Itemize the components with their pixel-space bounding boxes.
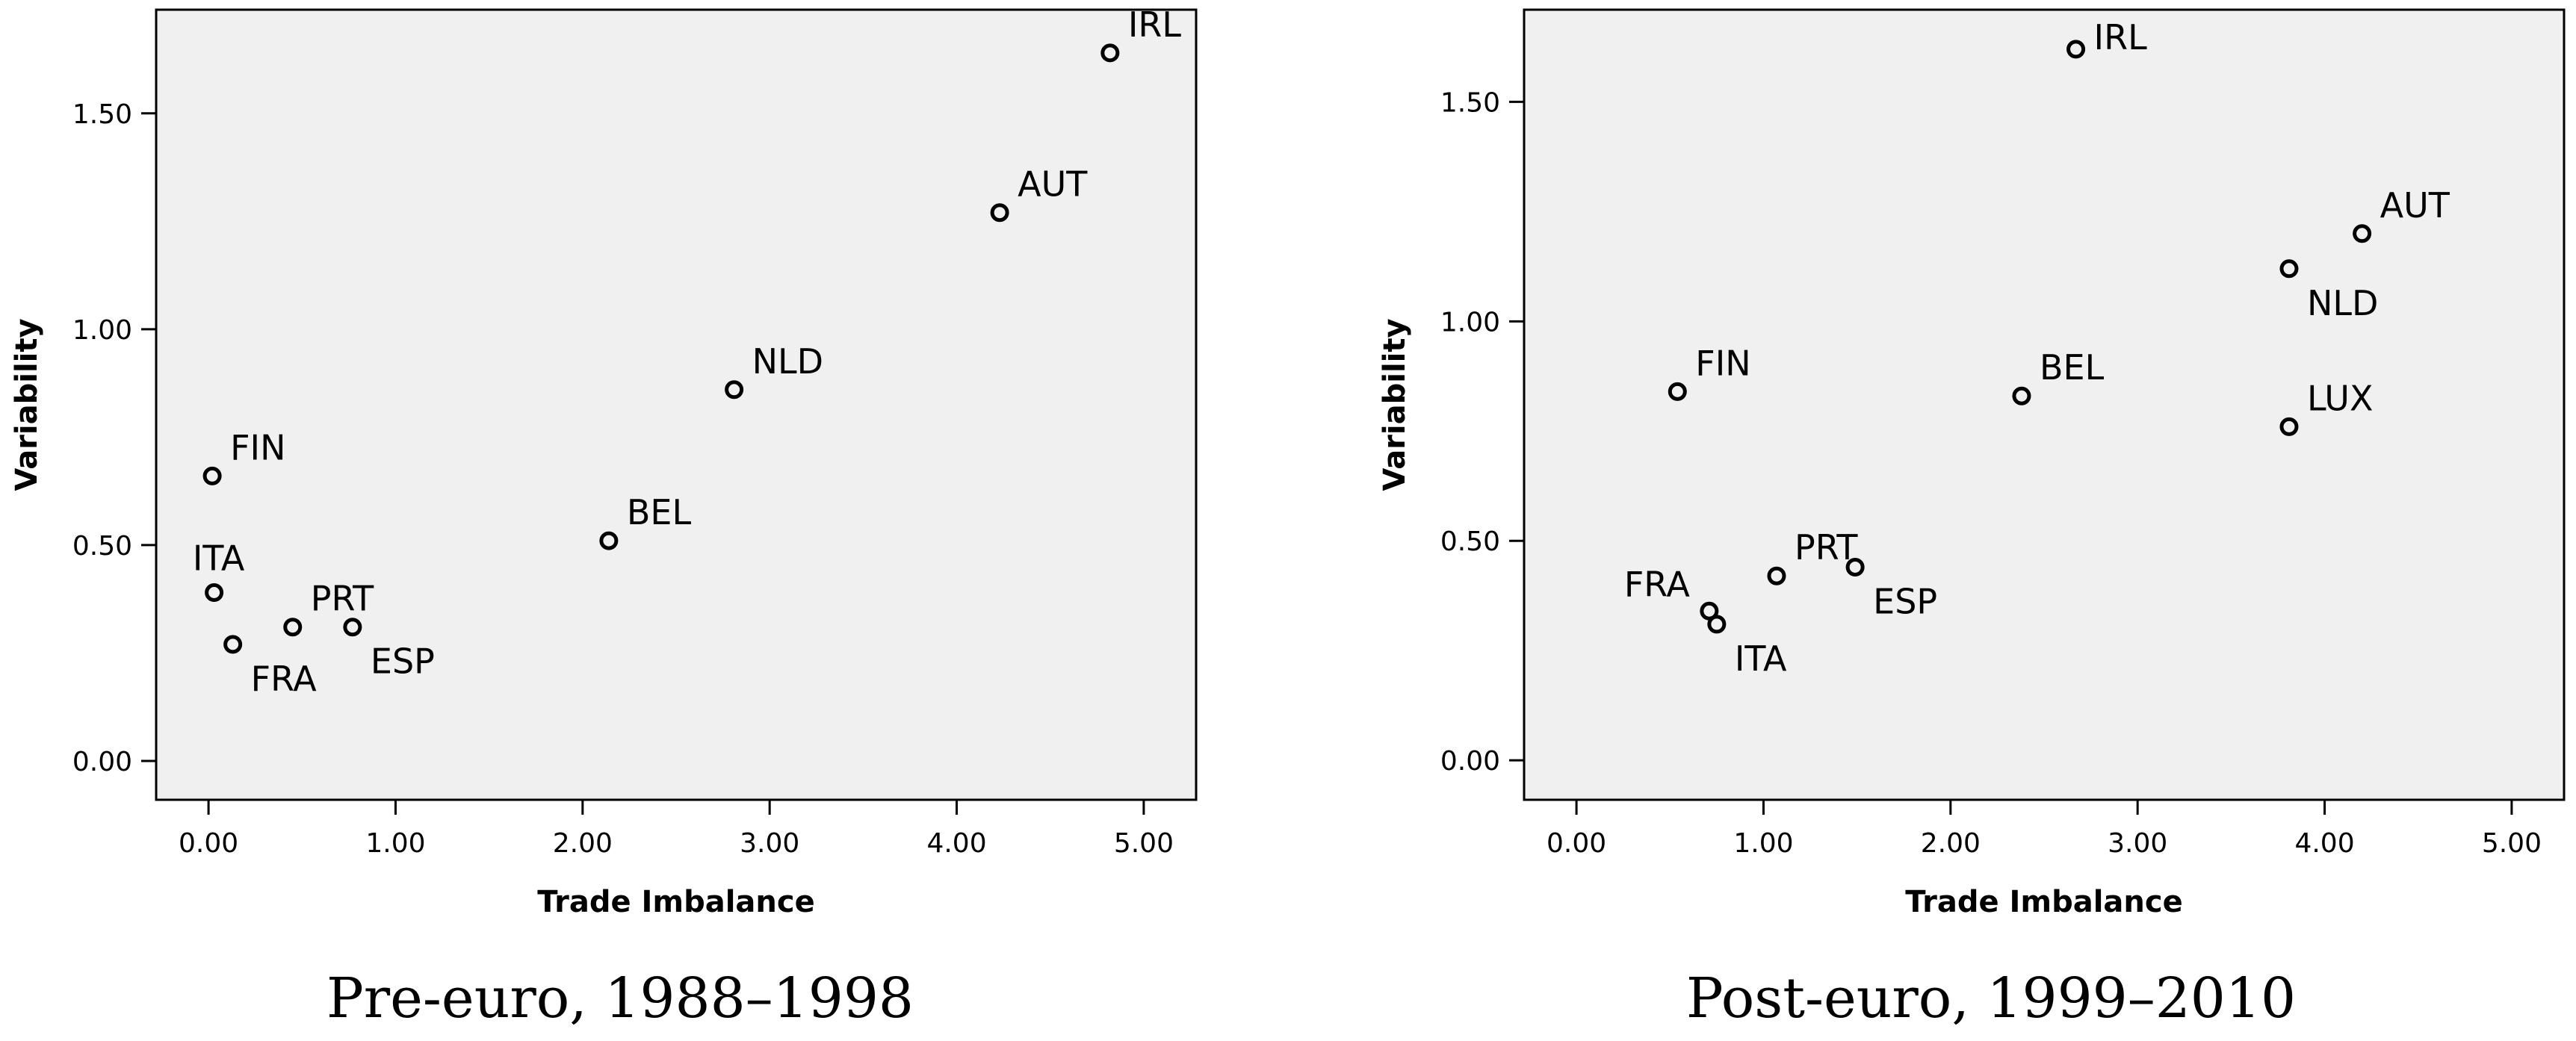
y-tick-label: 0.50 <box>1440 526 1500 557</box>
x-tick-label: 1.00 <box>1733 828 1793 859</box>
point-label-irl: IRL <box>2094 17 2148 58</box>
x-tick-label: 4.00 <box>2294 828 2354 859</box>
y-tick-label: 0.00 <box>72 747 132 777</box>
data-point-fra <box>223 635 243 654</box>
x-tick-label: 4.00 <box>926 828 986 859</box>
data-point-fra <box>1700 601 1719 621</box>
x-tick-label: 1.00 <box>365 828 425 859</box>
data-point-irl <box>2066 40 2086 59</box>
point-label-fin: FIN <box>1695 343 1750 383</box>
post-euro-scatter-panel: 0.00 1.00 2.00 3.00 4.00 5.00 0.00 0.50 1.00 1.5… <box>1378 8 2566 1031</box>
point-label-prt: PRT <box>1795 527 1858 568</box>
plot-area <box>155 8 1198 801</box>
point-label-esp: ESP <box>1873 581 1937 621</box>
x-axis-title: Trade Imbalance <box>537 885 815 919</box>
y-tick-label: 0.50 <box>72 531 132 562</box>
x-tick-label: 3.00 <box>2108 828 2167 859</box>
data-point-nld <box>2279 259 2299 279</box>
data-points: IRL AUT NLD LUX BEL FIN PRT ESP FRA ITA <box>1624 17 2450 679</box>
point-label-fra: FRA <box>251 659 318 699</box>
data-point-aut <box>990 203 1009 223</box>
point-label-fra: FRA <box>1624 564 1691 604</box>
data-point-esp <box>1845 557 1865 577</box>
point-label-lux: LUX <box>2307 378 2374 418</box>
point-label-bel: BEL <box>627 492 692 532</box>
x-tick-label: 0.00 <box>1546 828 1606 859</box>
data-point-irl <box>1100 43 1120 63</box>
point-label-prt: PRT <box>311 579 374 619</box>
x-axis-title: Trade Imbalance <box>1905 885 2183 919</box>
data-point-prt <box>1767 566 1786 585</box>
data-point-lux <box>2279 417 2299 436</box>
data-point-fin <box>202 466 222 485</box>
y-tick-label: 1.00 <box>1440 307 1500 338</box>
x-tick-label: 0.00 <box>179 828 238 859</box>
point-label-aut: AUT <box>1018 164 1088 205</box>
y-axis: 0.00 0.50 1.00 1.50 <box>1440 87 1524 777</box>
point-label-irl: IRL <box>1128 4 1182 45</box>
x-tick-label: 5.00 <box>1114 828 1174 859</box>
point-label-aut: AUT <box>2380 185 2450 226</box>
x-tick-label: 2.00 <box>1921 828 1981 859</box>
point-label-nld: NLD <box>752 341 823 382</box>
data-point-bel <box>599 531 619 550</box>
data-point-ita <box>1707 615 1727 634</box>
y-axis-title: Variability <box>1378 318 1412 491</box>
point-label-ita: ITA <box>1735 638 1787 679</box>
point-label-esp: ESP <box>371 641 435 682</box>
chart-caption: Pre-euro, 1988–1998 <box>326 966 914 1031</box>
point-label-bel: BEL <box>2040 347 2105 388</box>
data-point-aut <box>2353 224 2372 243</box>
pre-euro-scatter-panel: 0.00 1.00 2.00 3.00 4.00 5.00 0.00 0.50 1.00 1.5… <box>10 4 1198 1031</box>
data-point-bel <box>2012 386 2031 405</box>
y-tick-label: 1.50 <box>72 99 132 130</box>
x-axis: 0.00 1.00 2.00 3.00 4.00 5.00 <box>179 800 1174 859</box>
point-label-nld: NLD <box>2307 283 2378 323</box>
data-points: IRL AUT NLD BEL FIN ITA FRA PRT ESP <box>193 4 1182 699</box>
y-tick-label: 0.00 <box>1440 746 1500 777</box>
y-axis: 0.00 0.50 1.00 1.50 <box>72 99 156 777</box>
y-axis-title: Variability <box>10 318 44 491</box>
data-point-esp <box>343 618 362 637</box>
data-point-nld <box>725 380 744 400</box>
x-tick-label: 3.00 <box>740 828 799 859</box>
x-tick-label: 2.00 <box>553 828 613 859</box>
x-axis: 0.00 1.00 2.00 3.00 4.00 5.00 <box>1546 800 2542 859</box>
y-tick-label: 1.00 <box>72 315 132 346</box>
data-point-fin <box>1668 382 1687 401</box>
data-point-prt <box>283 618 303 637</box>
point-label-fin: FIN <box>230 427 285 467</box>
data-point-ita <box>205 582 224 602</box>
point-label-ita: ITA <box>193 538 245 578</box>
x-tick-label: 5.00 <box>2482 828 2542 859</box>
y-tick-label: 1.50 <box>1440 87 1500 118</box>
chart-caption: Post-euro, 1999–2010 <box>1686 966 2296 1031</box>
plot-area <box>1523 8 2566 801</box>
